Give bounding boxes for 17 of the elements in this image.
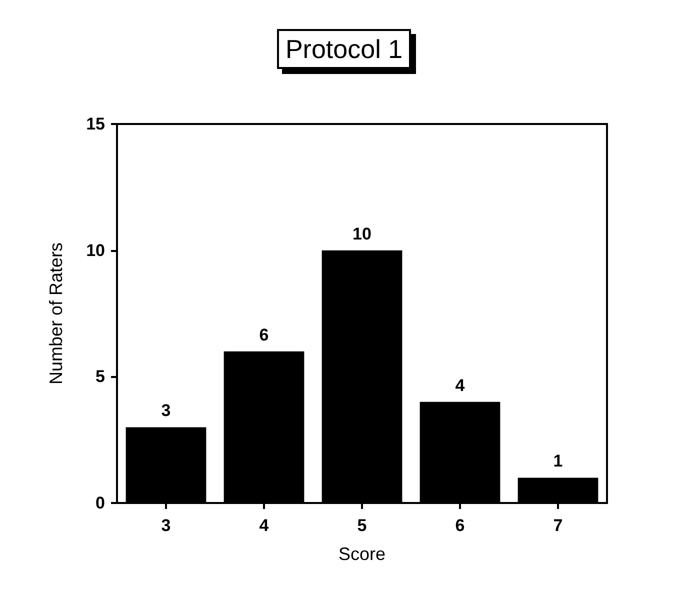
x-tick-label: 6	[455, 516, 465, 535]
y-tick-label: 15	[86, 114, 105, 134]
y-tick-label: 10	[86, 240, 105, 260]
x-tick-label: 4	[259, 516, 270, 535]
y-axis-title: Number of Raters	[46, 242, 66, 385]
x-tick-label: 3	[161, 516, 171, 535]
data-label: 4	[455, 376, 466, 395]
x-axis-title: Score	[338, 544, 386, 564]
y-tick-label: 5	[96, 367, 105, 386]
y-tick-label: 0	[96, 494, 105, 512]
chart-title: Protocol 1	[285, 34, 403, 64]
x-tick-label: 5	[357, 516, 367, 535]
data-label: 1	[553, 452, 563, 471]
data-label: 10	[352, 224, 372, 244]
x-tick-label: 7	[553, 516, 563, 535]
data-label: 6	[259, 325, 269, 344]
data-label: 3	[161, 401, 171, 420]
